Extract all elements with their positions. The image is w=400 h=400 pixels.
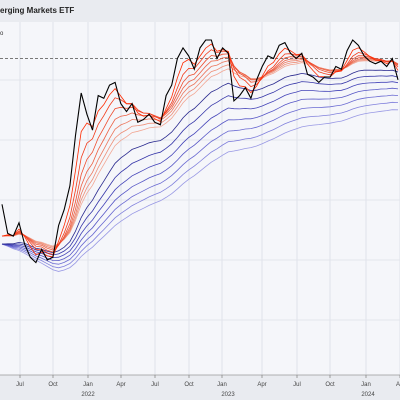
price-line — [1, 39, 399, 264]
x-tick-label: Jan — [217, 382, 227, 388]
x-tick-label: Oct — [184, 382, 194, 388]
x-tick-label: Jul — [151, 382, 159, 388]
slow-ma-line — [1, 109, 399, 272]
fast-ma-line — [1, 56, 399, 251]
slow-ma-line — [1, 87, 399, 262]
x-tick-label: Oct — [325, 382, 335, 388]
year-label: 2023 — [221, 392, 235, 398]
x-tick-label: Apr — [257, 382, 266, 388]
slow-ma-line — [1, 69, 399, 254]
x-tick-label: Jan — [361, 382, 371, 388]
slow-ma-line — [1, 94, 399, 265]
slow-ma-line — [1, 75, 399, 256]
x-tick-label: A — [396, 382, 400, 388]
x-tick-label: Oct — [48, 382, 58, 388]
x-tick-label: Apr — [116, 382, 125, 388]
slow-ma-line — [1, 101, 399, 269]
year-label: 2024 — [361, 392, 375, 398]
fast-ma-line — [1, 53, 399, 253]
fast-ma-line — [1, 43, 399, 258]
x-tick-label: Jul — [293, 382, 301, 388]
x-tick-label: Jul — [16, 382, 24, 388]
year-label: 2022 — [81, 392, 95, 398]
slow-ma-line — [1, 81, 399, 259]
chart-title: erging Markets ETF — [0, 6, 75, 15]
legend-fragment: o — [0, 31, 4, 37]
fast-ma-line — [1, 58, 399, 249]
x-tick-label: Jan — [83, 382, 93, 388]
